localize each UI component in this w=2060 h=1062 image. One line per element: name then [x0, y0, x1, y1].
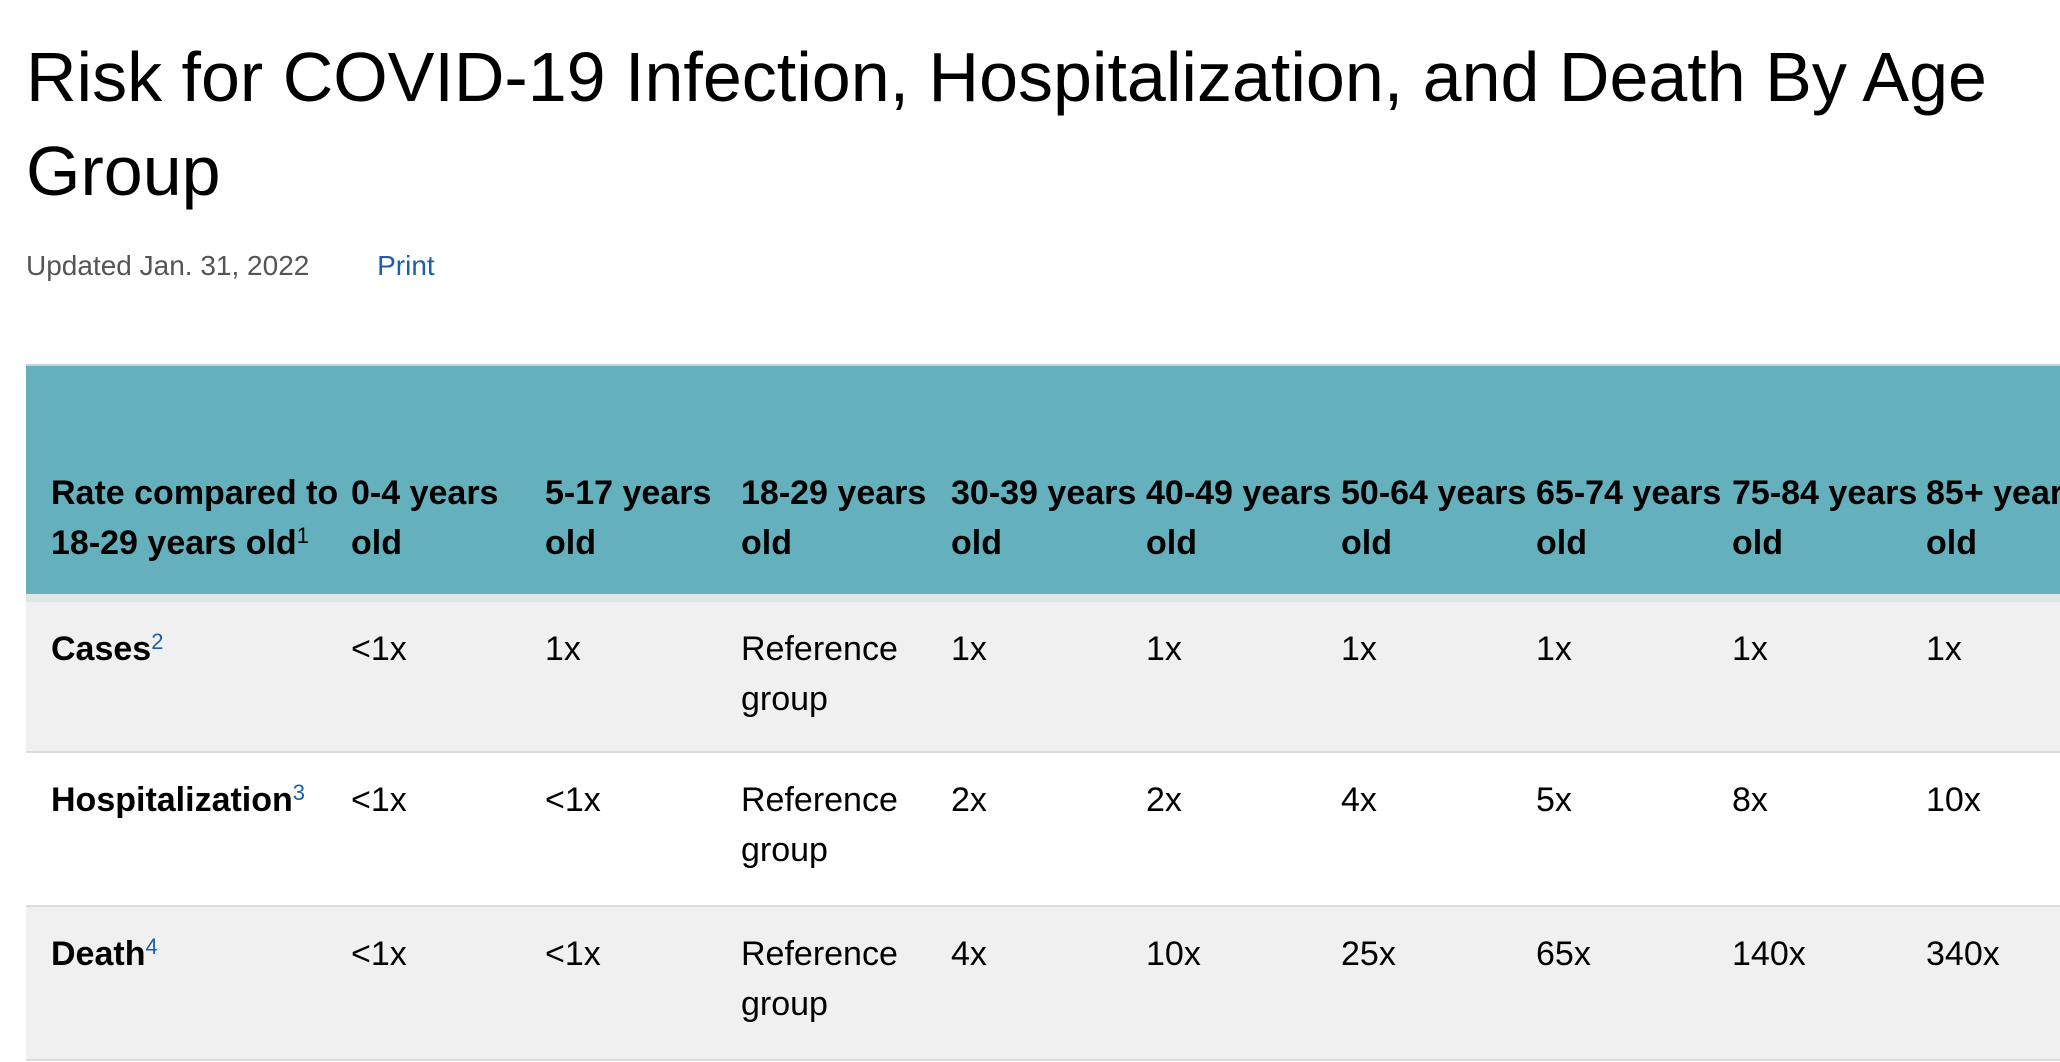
table-cell: 8x: [1732, 752, 1926, 907]
updated-date: Updated Jan. 31, 2022: [26, 250, 310, 281]
column-label: 18-29 years old: [741, 474, 927, 562]
table-cell: 5x: [1536, 752, 1732, 907]
column-label: 40-49 years old: [1146, 474, 1332, 562]
table-cell: 1x: [1732, 598, 1926, 753]
row-label: Death: [51, 935, 146, 973]
meta-line: Updated Jan. 31, 2022 Print: [26, 250, 435, 282]
table-cell: 1x: [545, 598, 741, 753]
table-cell: Reference group: [741, 598, 951, 753]
column-header: 0-4 years old: [351, 366, 545, 602]
table-cell: 340x: [1926, 906, 2060, 1061]
row-label: Cases: [51, 630, 152, 668]
table-body: Cases2 <1x 1x Reference group 1x 1x 1x 1x 1x 1x Ho…: [26, 598, 2060, 1061]
table-cell: 10x: [1146, 906, 1341, 1061]
footnote-ref[interactable]: 1: [296, 523, 309, 548]
column-label: 50-64 years old: [1341, 474, 1527, 562]
table-cell: 1x: [1536, 598, 1732, 753]
table-cell: 2x: [1146, 752, 1341, 907]
column-header: 30-39 years old: [951, 366, 1146, 602]
column-label: 5-17 years old: [545, 474, 712, 562]
column-header: 75-84 years old: [1732, 366, 1926, 602]
page-title: Risk for COVID-19 Infection, Hospitaliza…: [26, 38, 1987, 210]
column-header: 65-74 years old: [1536, 366, 1732, 602]
column-header: 40-49 years old: [1146, 366, 1341, 602]
table-cell: <1x: [351, 906, 545, 1061]
row-header: Death4: [26, 906, 351, 1061]
column-header: 85+ years old: [1926, 366, 2060, 602]
footnote-ref[interactable]: 4: [145, 934, 158, 959]
column-label: 0-4 years old: [351, 474, 499, 562]
footnote-ref[interactable]: 2: [151, 629, 164, 654]
table-wrapper: Rate compared to 18-29 years old1 0-4 yea…: [26, 364, 2060, 1061]
table-cell: 1x: [1146, 598, 1341, 753]
header-row: Rate compared to 18-29 years old1 0-4 yea…: [26, 366, 2060, 602]
table-cell: <1x: [545, 906, 741, 1061]
footnote-ref[interactable]: 3: [292, 780, 306, 805]
table-cell: 1x: [1341, 598, 1536, 753]
table-cell: Reference group: [741, 906, 951, 1061]
column-label: 30-39 years old: [951, 474, 1137, 562]
row-header: Hospitalization3: [26, 752, 351, 907]
table-cell: 4x: [1341, 752, 1536, 907]
table-cell: 140x: [1732, 906, 1926, 1061]
column-header: 18-29 years old: [741, 366, 951, 602]
risk-table: Rate compared to 18-29 years old1 0-4 yea…: [26, 366, 2060, 1061]
table-row: Hospitalization3 <1x <1x Reference group 2x 2…: [26, 752, 2060, 907]
table-cell: 10x: [1926, 752, 2060, 907]
table-cell: 4x: [951, 906, 1146, 1061]
column-label: 85+ years old: [1926, 474, 2060, 562]
table-cell: 65x: [1536, 906, 1732, 1061]
table-row: Cases2 <1x 1x Reference group 1x 1x 1x 1x 1x 1x: [26, 598, 2060, 753]
table-cell: Reference group: [741, 752, 951, 907]
table-cell: <1x: [351, 598, 545, 753]
print-link[interactable]: Print: [377, 250, 435, 281]
column-label: Rate compared to 18-29 years old: [51, 474, 339, 562]
table-cell: 25x: [1341, 906, 1536, 1061]
table-cell: 1x: [1926, 598, 2060, 753]
table-row: Death4 <1x <1x Reference group 4x 10x 25x 65x 14…: [26, 906, 2060, 1061]
table-cell: <1x: [545, 752, 741, 907]
table-cell: 2x: [951, 752, 1146, 907]
column-label: 65-74 years old: [1536, 474, 1722, 562]
table-cell: <1x: [351, 752, 545, 907]
table-cell: 1x: [951, 598, 1146, 753]
column-header: 50-64 years old: [1341, 366, 1536, 602]
column-label: 75-84 years old: [1732, 474, 1918, 562]
column-header: Rate compared to 18-29 years old1: [26, 366, 351, 602]
row-header: Cases2: [26, 598, 351, 753]
row-label: Hospitalization: [51, 781, 293, 819]
column-header: 5-17 years old: [545, 366, 741, 602]
